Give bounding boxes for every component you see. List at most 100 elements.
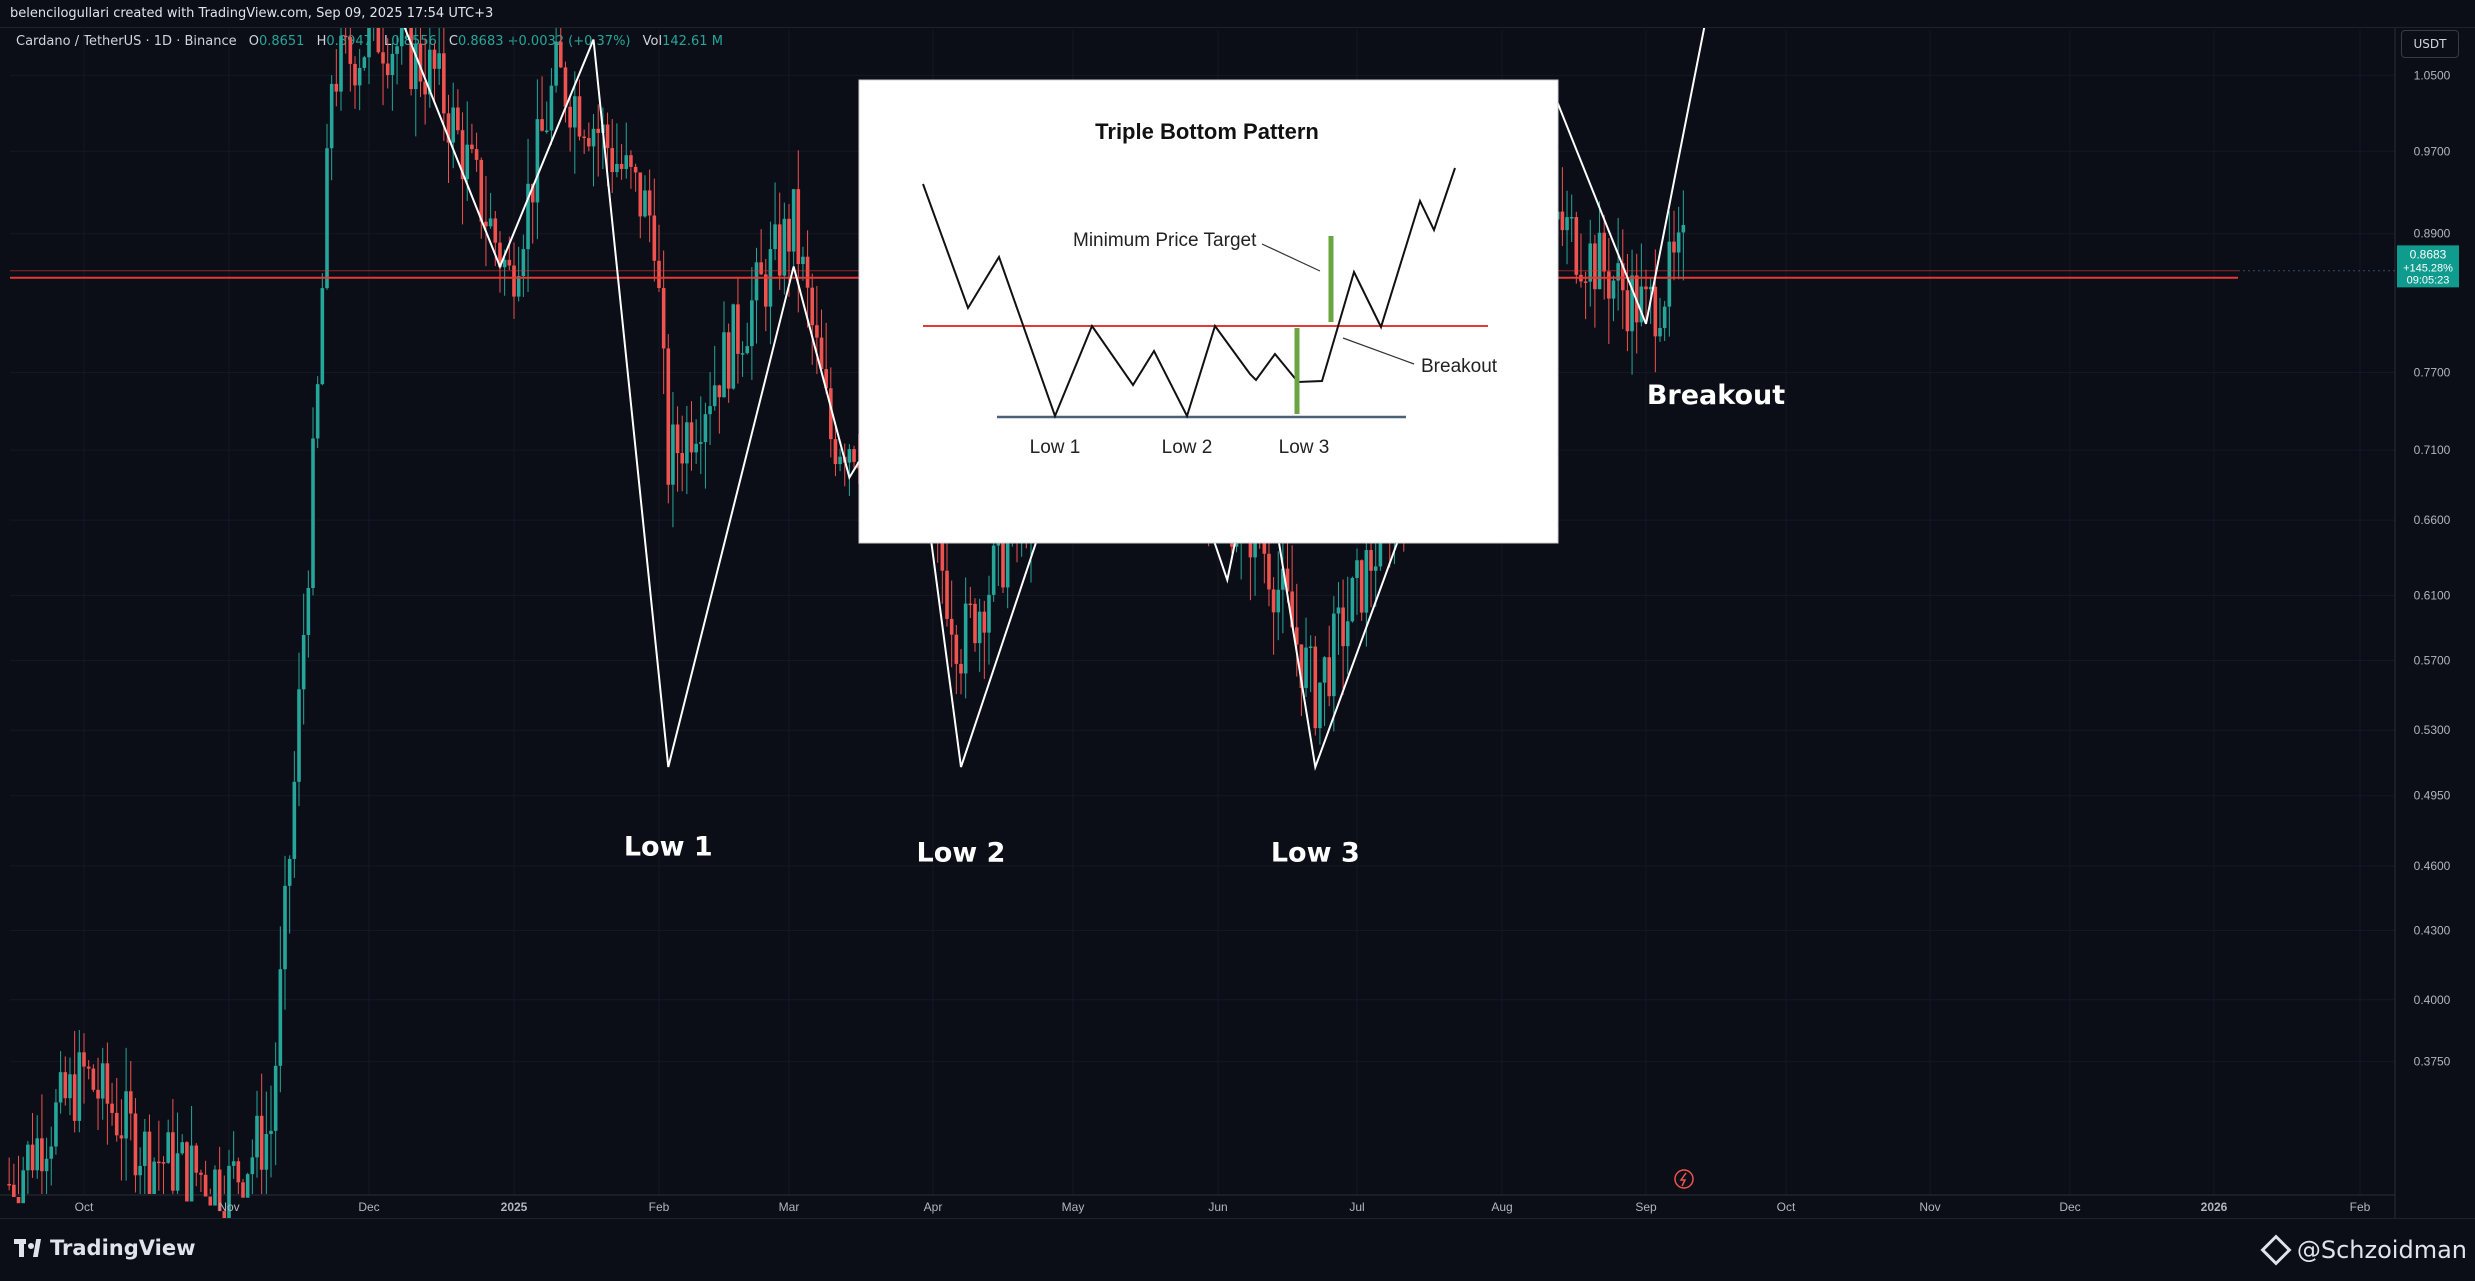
tradingview-logo[interactable]: TradingView xyxy=(14,1236,195,1260)
candle xyxy=(203,1160,208,1197)
candle xyxy=(577,79,582,141)
candle xyxy=(666,334,671,504)
candle xyxy=(320,273,325,386)
candle-body xyxy=(1005,537,1010,588)
candle xyxy=(959,649,963,695)
candle-body xyxy=(194,1145,199,1173)
time-tick-label: Feb xyxy=(649,1200,670,1214)
candle xyxy=(591,113,596,187)
candle-body xyxy=(1602,232,1606,272)
price-axis: 4.40004.00003.70003.40003.10002.80002.60… xyxy=(2414,68,2451,1068)
symbol-name[interactable]: Cardano / TetherUS · 1D · Binance xyxy=(16,34,237,49)
candle-body xyxy=(698,442,703,444)
candle-body xyxy=(138,1165,142,1176)
candle-body xyxy=(582,136,586,139)
candle-body xyxy=(763,274,768,307)
candle xyxy=(180,1134,185,1156)
candle-body xyxy=(847,449,852,463)
candle xyxy=(96,1057,100,1131)
inset-price-path xyxy=(922,167,1456,419)
candle-body xyxy=(777,224,782,276)
time-tick-label: 2026 xyxy=(2201,1200,2228,1214)
candle-body xyxy=(643,190,647,217)
candle-body xyxy=(217,1169,222,1212)
candle-body xyxy=(325,148,329,289)
candle xyxy=(442,28,446,141)
candle xyxy=(114,1077,119,1142)
annotation-low-1: Low 1 xyxy=(624,832,713,863)
candle-body xyxy=(657,260,661,288)
price-tick-label: 0.6100 xyxy=(2414,589,2451,603)
candle-body xyxy=(479,159,484,222)
candle xyxy=(484,176,488,267)
candle-body xyxy=(498,242,502,268)
candle xyxy=(30,1112,35,1178)
candle-body xyxy=(474,149,479,160)
candle-body xyxy=(629,155,633,167)
candle-body xyxy=(1644,286,1648,290)
candle xyxy=(530,183,535,244)
candle-body xyxy=(7,1184,11,1186)
candle xyxy=(7,1157,11,1191)
currency-button[interactable]: USDT xyxy=(2401,30,2459,58)
candle-body xyxy=(259,1115,264,1170)
candle xyxy=(657,224,661,293)
candle xyxy=(540,76,544,132)
candle xyxy=(292,751,297,878)
candle xyxy=(549,68,554,145)
candle-body xyxy=(1681,225,1686,233)
candle-body xyxy=(21,1170,25,1204)
alert-icon[interactable] xyxy=(1674,1169,1694,1189)
candle-body xyxy=(991,545,996,595)
candle-body xyxy=(110,1103,114,1113)
candle xyxy=(143,1118,147,1194)
candle xyxy=(175,1112,180,1194)
symbol-legend[interactable]: Cardano / TetherUS · 1D · Binance O0.865… xyxy=(16,34,723,49)
candle xyxy=(451,82,455,169)
candle xyxy=(1322,656,1327,727)
candle-body xyxy=(852,449,856,462)
candle-body xyxy=(171,1132,175,1191)
candle-body xyxy=(1569,217,1574,219)
candle xyxy=(782,202,787,295)
candle xyxy=(306,570,311,658)
candle-body xyxy=(1262,537,1267,554)
current-price-change: +145.28% xyxy=(2403,262,2453,274)
candle xyxy=(329,75,334,181)
candle-body xyxy=(278,969,283,1066)
inset-low2-label: Low 2 xyxy=(1162,437,1213,458)
bottom-bar xyxy=(0,1218,2475,1281)
price-tick-label: 0.5300 xyxy=(2414,723,2451,737)
candle-body xyxy=(815,325,819,338)
time-tick-label: Feb xyxy=(2350,1200,2371,1214)
close-label: C xyxy=(448,34,458,49)
candle xyxy=(973,598,977,652)
open-label: O xyxy=(248,34,259,49)
projection-line xyxy=(1645,28,1706,325)
candle xyxy=(283,855,287,1010)
candle xyxy=(1565,190,1569,265)
time-tick-label: Jun xyxy=(1208,1200,1227,1214)
candle-body xyxy=(1359,560,1364,613)
candle-body xyxy=(805,256,810,288)
price-chart[interactable]: Low 1 Low 2 Low 3 Breakout 4.40004.00003.70… xyxy=(0,28,2475,1218)
candle xyxy=(698,396,703,475)
candle xyxy=(315,376,320,449)
candle-body xyxy=(1304,647,1308,688)
candle-body xyxy=(535,119,540,203)
candle-body xyxy=(334,83,339,92)
inset-title: Triple Bottom Pattern xyxy=(1095,119,1319,144)
candle-body xyxy=(432,49,437,69)
candle xyxy=(157,1120,161,1191)
candle xyxy=(712,345,717,411)
candle xyxy=(745,322,750,355)
candle xyxy=(805,230,810,328)
candle xyxy=(35,1115,40,1179)
candle-body xyxy=(185,1142,189,1202)
candle xyxy=(516,246,521,302)
candle-body xyxy=(105,1063,110,1104)
candle xyxy=(456,89,460,135)
candle xyxy=(40,1094,44,1194)
candle xyxy=(838,448,842,472)
candle xyxy=(152,1157,156,1194)
